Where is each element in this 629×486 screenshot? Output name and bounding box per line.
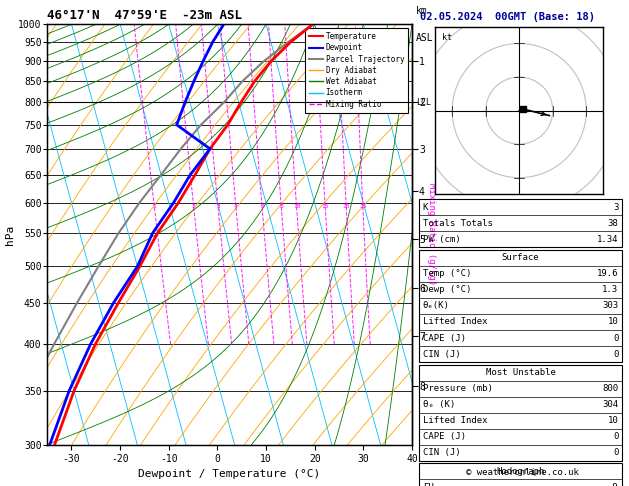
Text: km: km [416, 6, 427, 16]
Text: 38: 38 [608, 219, 618, 228]
Text: 02.05.2024  00GMT (Base: 18): 02.05.2024 00GMT (Base: 18) [420, 12, 595, 22]
Text: 46°17'N  47°59'E  -23m ASL: 46°17'N 47°59'E -23m ASL [47, 9, 242, 22]
Text: kt: kt [442, 33, 452, 42]
Text: 800: 800 [602, 384, 618, 393]
Text: 10: 10 [608, 317, 618, 327]
Text: 20: 20 [343, 204, 350, 208]
Text: LCL: LCL [416, 98, 431, 107]
Text: 8: 8 [279, 204, 283, 208]
Y-axis label: Mixing Ratio (g/kg): Mixing Ratio (g/kg) [427, 183, 436, 286]
Text: CAPE (J): CAPE (J) [423, 432, 465, 441]
Text: Hodograph: Hodograph [496, 467, 545, 476]
Text: 3: 3 [216, 204, 220, 208]
Text: θₑ(K): θₑ(K) [423, 301, 450, 311]
Text: 0: 0 [613, 349, 618, 359]
Text: 3: 3 [613, 203, 618, 212]
Text: 1: 1 [153, 204, 157, 208]
Text: 4: 4 [234, 204, 238, 208]
Text: CAPE (J): CAPE (J) [423, 333, 465, 343]
Text: Lifted Index: Lifted Index [423, 416, 487, 425]
Text: ASL: ASL [416, 33, 433, 43]
Text: 303: 303 [602, 301, 618, 311]
Text: CIN (J): CIN (J) [423, 349, 460, 359]
Text: 10: 10 [293, 204, 301, 208]
Text: 1.3: 1.3 [602, 285, 618, 295]
Text: Totals Totals: Totals Totals [423, 219, 493, 228]
Text: K: K [423, 203, 428, 212]
Text: 15: 15 [321, 204, 329, 208]
Y-axis label: hPa: hPa [5, 225, 15, 244]
Text: 0: 0 [613, 333, 618, 343]
Text: 6: 6 [260, 204, 264, 208]
Legend: Temperature, Dewpoint, Parcel Trajectory, Dry Adiabat, Wet Adiabat, Isotherm, Mi: Temperature, Dewpoint, Parcel Trajectory… [305, 28, 408, 112]
Text: 0: 0 [613, 448, 618, 457]
Text: 2: 2 [192, 204, 196, 208]
Text: 10: 10 [608, 416, 618, 425]
Text: θₑ (K): θₑ (K) [423, 400, 455, 409]
Text: -9: -9 [608, 483, 618, 486]
Text: 19.6: 19.6 [597, 269, 618, 278]
Text: Temp (°C): Temp (°C) [423, 269, 471, 278]
Text: Dewp (°C): Dewp (°C) [423, 285, 471, 295]
Text: Surface: Surface [502, 253, 539, 262]
Text: 304: 304 [602, 400, 618, 409]
Text: CIN (J): CIN (J) [423, 448, 460, 457]
Text: © weatheronline.co.uk: © weatheronline.co.uk [465, 468, 579, 477]
Text: 1.34: 1.34 [597, 235, 618, 244]
Text: Pressure (mb): Pressure (mb) [423, 384, 493, 393]
Text: PW (cm): PW (cm) [423, 235, 460, 244]
Text: EH: EH [423, 483, 433, 486]
Text: 0: 0 [613, 432, 618, 441]
Text: 25: 25 [359, 204, 367, 208]
X-axis label: Dewpoint / Temperature (°C): Dewpoint / Temperature (°C) [138, 469, 321, 479]
Text: Most Unstable: Most Unstable [486, 368, 555, 377]
Text: Lifted Index: Lifted Index [423, 317, 487, 327]
